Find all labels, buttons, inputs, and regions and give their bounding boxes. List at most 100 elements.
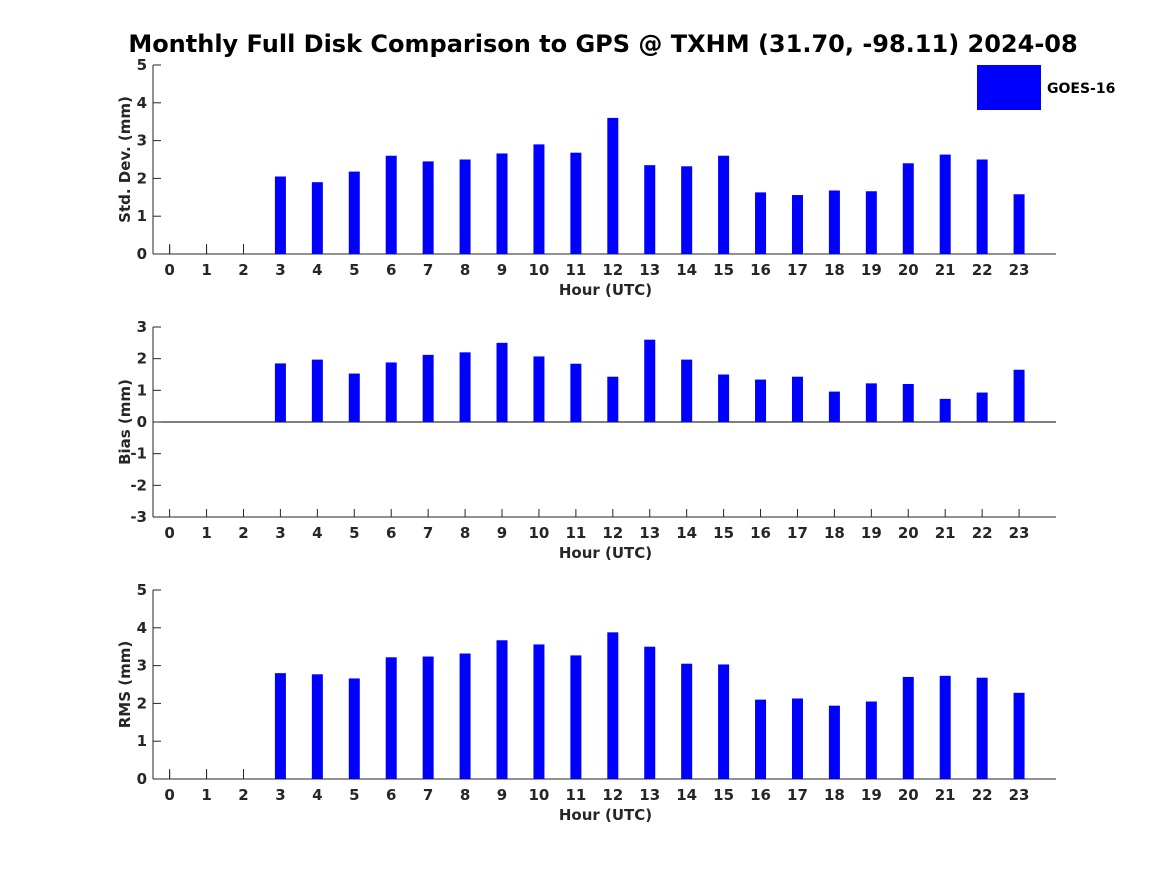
legend-label: GOES-16 (1047, 81, 1115, 97)
x-tick-label: 5 (349, 786, 359, 804)
bar-rms-hour-18 (828, 705, 840, 779)
bar-rms-hour-3 (274, 673, 286, 779)
x-tick-label: 12 (602, 524, 623, 542)
x-tick-label: 13 (639, 524, 660, 542)
y-axis-label: Bias (mm) (116, 379, 134, 465)
bar-rms-hour-4 (311, 674, 323, 779)
bar-bias-hour-8 (459, 352, 471, 422)
y-tick-label: 4 (137, 94, 147, 112)
bar-rms-hour-8 (459, 653, 471, 779)
x-tick-label: 5 (349, 261, 359, 279)
bar-bias-hour-15 (718, 374, 730, 422)
x-tick-label: 10 (529, 261, 550, 279)
y-tick-label: 3 (137, 318, 147, 336)
x-tick-label: 22 (972, 261, 993, 279)
y-axis-label: Std. Dev. (mm) (116, 96, 134, 223)
y-tick-label: 2 (137, 169, 147, 187)
x-tick-label: 6 (386, 261, 396, 279)
y-tick-label: 3 (137, 657, 147, 675)
x-tick-label: 15 (713, 524, 734, 542)
x-tick-label: 4 (312, 524, 322, 542)
bar-bias-hour-22 (976, 392, 988, 422)
x-tick-label: 21 (935, 261, 956, 279)
x-tick-label: 12 (602, 786, 623, 804)
bar-std-hour-19 (865, 191, 877, 254)
y-tick-label: 5 (137, 56, 147, 74)
x-tick-label: 15 (713, 786, 734, 804)
x-tick-label: 0 (164, 786, 174, 804)
x-tick-label: 5 (349, 524, 359, 542)
y-tick-label: 4 (137, 619, 147, 637)
bar-bias-hour-21 (939, 398, 951, 422)
bar-rms-hour-22 (976, 677, 988, 779)
y-tick-label: 2 (137, 694, 147, 712)
x-tick-label: 20 (898, 786, 919, 804)
bar-std-hour-10 (533, 144, 545, 254)
x-tick-label: 4 (312, 261, 322, 279)
bar-bias-hour-11 (570, 363, 582, 422)
bar-std-hour-18 (828, 190, 840, 254)
figure-title: Monthly Full Disk Comparison to GPS @ TX… (128, 30, 1077, 58)
bar-rms-hour-23 (1013, 692, 1025, 779)
x-tick-label: 10 (529, 524, 550, 542)
bar-bias-hour-23 (1013, 369, 1025, 422)
bar-bias-hour-9 (496, 342, 508, 422)
bar-bias-hour-14 (681, 359, 693, 422)
x-tick-label: 9 (497, 261, 507, 279)
x-tick-label: 12 (602, 261, 623, 279)
bar-std-hour-9 (496, 153, 508, 254)
x-tick-label: 6 (386, 524, 396, 542)
bar-rms-hour-11 (570, 655, 582, 779)
x-tick-label: 11 (565, 261, 586, 279)
x-tick-label: 7 (423, 524, 433, 542)
bar-rms-hour-9 (496, 640, 508, 779)
x-tick-label: 23 (1009, 261, 1030, 279)
y-tick-label: -3 (130, 508, 147, 526)
x-tick-label: 8 (460, 786, 470, 804)
x-tick-label: 18 (824, 261, 845, 279)
bar-std-hour-8 (459, 159, 471, 254)
bar-bias-hour-3 (274, 363, 286, 422)
bar-std-hour-12 (607, 117, 619, 254)
bar-std-hour-15 (718, 155, 730, 254)
bar-rms-hour-19 (865, 701, 877, 779)
bar-bias-hour-7 (422, 354, 434, 422)
x-tick-label: 20 (898, 524, 919, 542)
x-axis-label: Hour (UTC) (559, 544, 652, 562)
x-tick-label: 11 (565, 786, 586, 804)
x-tick-label: 14 (676, 261, 697, 279)
x-tick-label: 16 (750, 261, 771, 279)
bar-std-hour-7 (422, 161, 434, 254)
x-tick-label: 21 (935, 524, 956, 542)
y-tick-label: -2 (130, 476, 147, 494)
x-tick-label: 14 (676, 786, 697, 804)
x-tick-label: 21 (935, 786, 956, 804)
bar-bias-hour-4 (311, 359, 323, 422)
bar-std-hour-14 (681, 166, 693, 254)
x-tick-label: 3 (275, 261, 285, 279)
x-tick-label: 7 (423, 786, 433, 804)
x-tick-label: 19 (861, 786, 882, 804)
bar-std-hour-13 (644, 165, 656, 254)
x-tick-label: 2 (238, 261, 248, 279)
x-tick-label: 18 (824, 786, 845, 804)
x-tick-label: 17 (787, 786, 808, 804)
y-tick-label: 1 (137, 732, 147, 750)
x-tick-label: 1 (201, 524, 211, 542)
bar-bias-hour-12 (607, 376, 619, 422)
bar-std-hour-21 (939, 154, 951, 254)
x-axis-label: Hour (UTC) (559, 806, 652, 824)
bar-std-hour-17 (791, 195, 803, 254)
x-tick-label: 7 (423, 261, 433, 279)
bar-bias-hour-16 (755, 379, 767, 422)
x-tick-label: 23 (1009, 786, 1030, 804)
bar-rms-hour-14 (681, 663, 693, 779)
x-tick-label: 17 (787, 524, 808, 542)
x-tick-label: 22 (972, 524, 993, 542)
y-tick-label: 1 (137, 381, 147, 399)
x-tick-label: 3 (275, 524, 285, 542)
y-tick-label: 0 (137, 413, 147, 431)
x-tick-label: 3 (275, 786, 285, 804)
